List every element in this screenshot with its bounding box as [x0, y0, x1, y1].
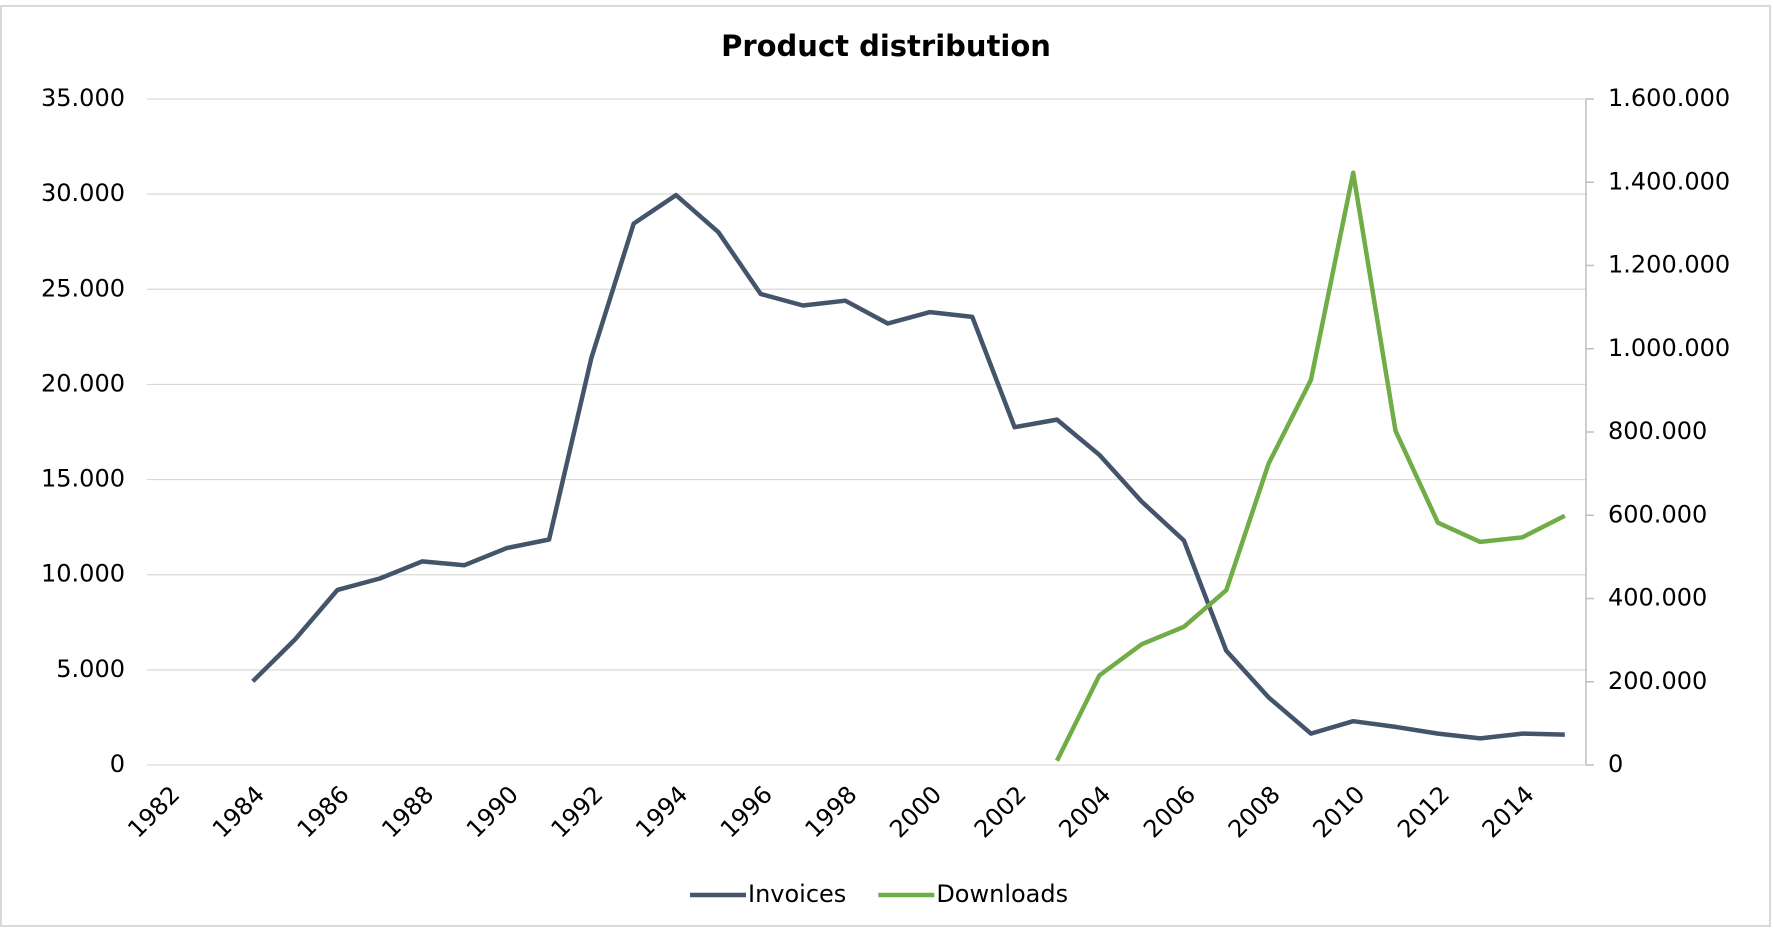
legend-label: Invoices [748, 880, 846, 908]
y-tick-label: 30.000 [41, 179, 125, 207]
y-tick-label: 25.000 [41, 274, 125, 302]
y2-tick-label: 400.000 [1608, 584, 1707, 612]
y-tick-label: 35.000 [41, 84, 125, 112]
y-tick-label: 20.000 [41, 369, 125, 397]
y-tick-label: 10.000 [41, 560, 125, 588]
y2-tick-label: 1.000.000 [1608, 334, 1730, 362]
y2-tick-label: 1.400.000 [1608, 167, 1730, 195]
y2-tick-label: 1.200.000 [1608, 251, 1730, 279]
y2-tick-label: 1.600.000 [1608, 84, 1730, 112]
series-line [1054, 170, 1566, 762]
y2-tick-label: 600.000 [1608, 500, 1707, 528]
legend-label: Downloads [936, 880, 1068, 908]
chart-title: Product distribution [721, 29, 1051, 63]
y-tick-label: 15.000 [41, 465, 125, 493]
series-line [251, 192, 1565, 741]
y2-tick-label: 800.000 [1608, 417, 1707, 445]
chart-frame [0, 5, 1771, 927]
y2-tick-label: 0 [1608, 750, 1623, 778]
y-tick-label: 0 [110, 750, 125, 778]
y-tick-label: 5.000 [56, 655, 125, 683]
y2-tick-label: 200.000 [1608, 667, 1707, 695]
